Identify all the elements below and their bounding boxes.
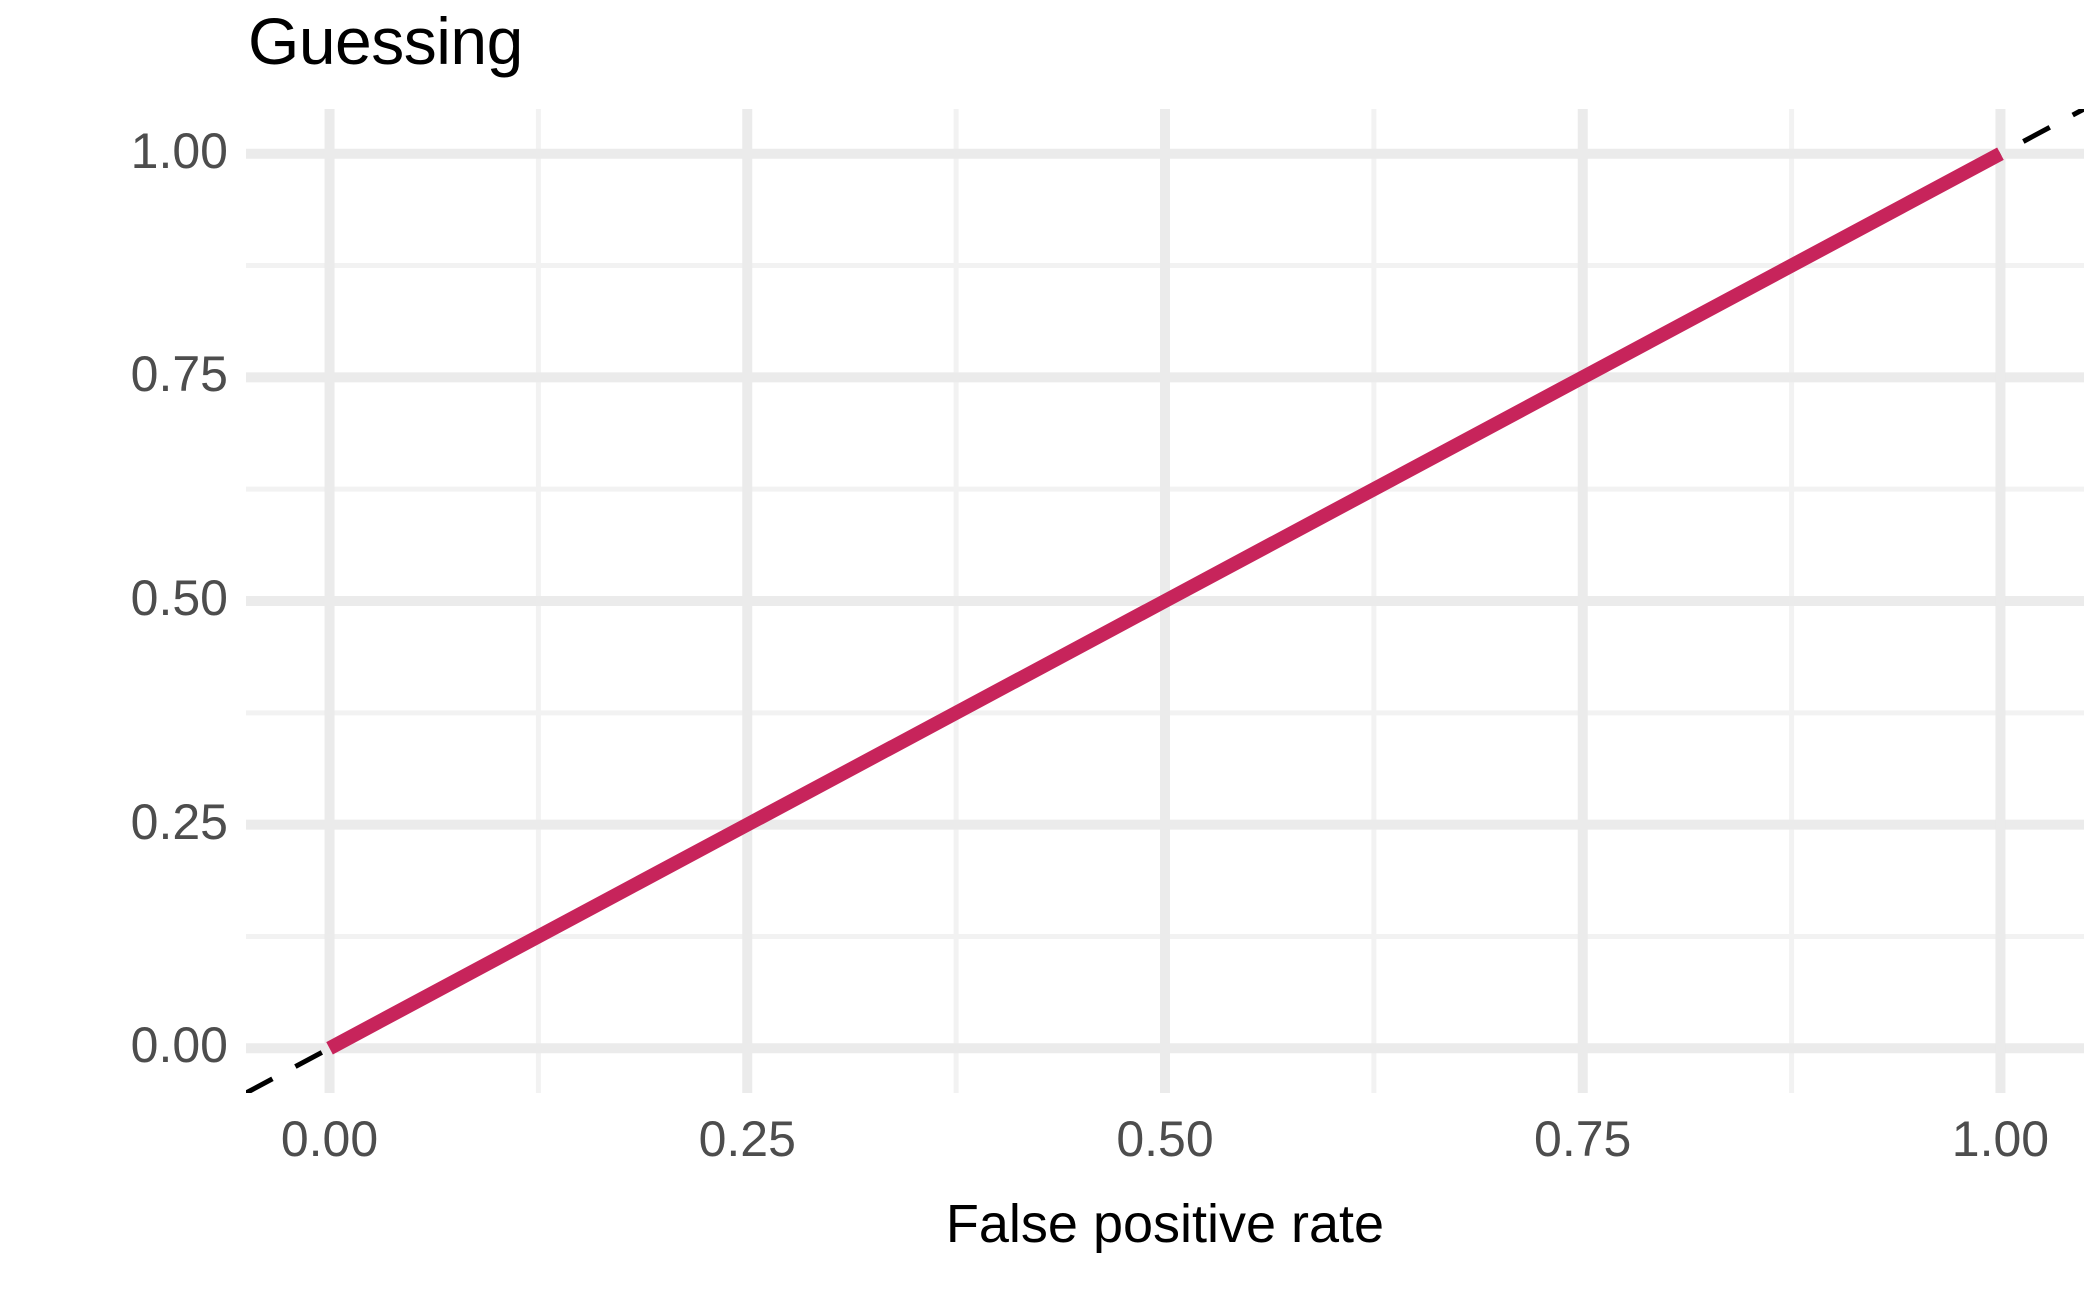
plot-panel — [246, 109, 2084, 1093]
y-axis-tick-label: 0.75 — [130, 346, 228, 403]
x-axis-title: False positive rate — [945, 1194, 1385, 1254]
y-axis-tick-label: 0.00 — [130, 1017, 228, 1074]
plot-canvas — [246, 109, 2084, 1093]
page-title: Guessing — [248, 4, 523, 78]
y-axis-tick-label: 0.50 — [130, 570, 228, 626]
y-axis-tick-label: 1.00 — [130, 122, 228, 179]
y-axis-title: True positive rate — [0, 0, 60, 205]
x-axis-tick-label: 0.25 — [698, 1111, 796, 1167]
x-axis-tick-label: 0.75 — [1534, 1111, 1632, 1167]
roc-curve-line — [326, 147, 2004, 1055]
x-axis-tick-label: 0.00 — [280, 1111, 379, 1167]
x-axis-tick-label: 1.00 — [1951, 1111, 2050, 1167]
y-axis-tick-label: 0.25 — [130, 793, 228, 850]
x-axis-tick-label: 0.50 — [1116, 1111, 1214, 1167]
